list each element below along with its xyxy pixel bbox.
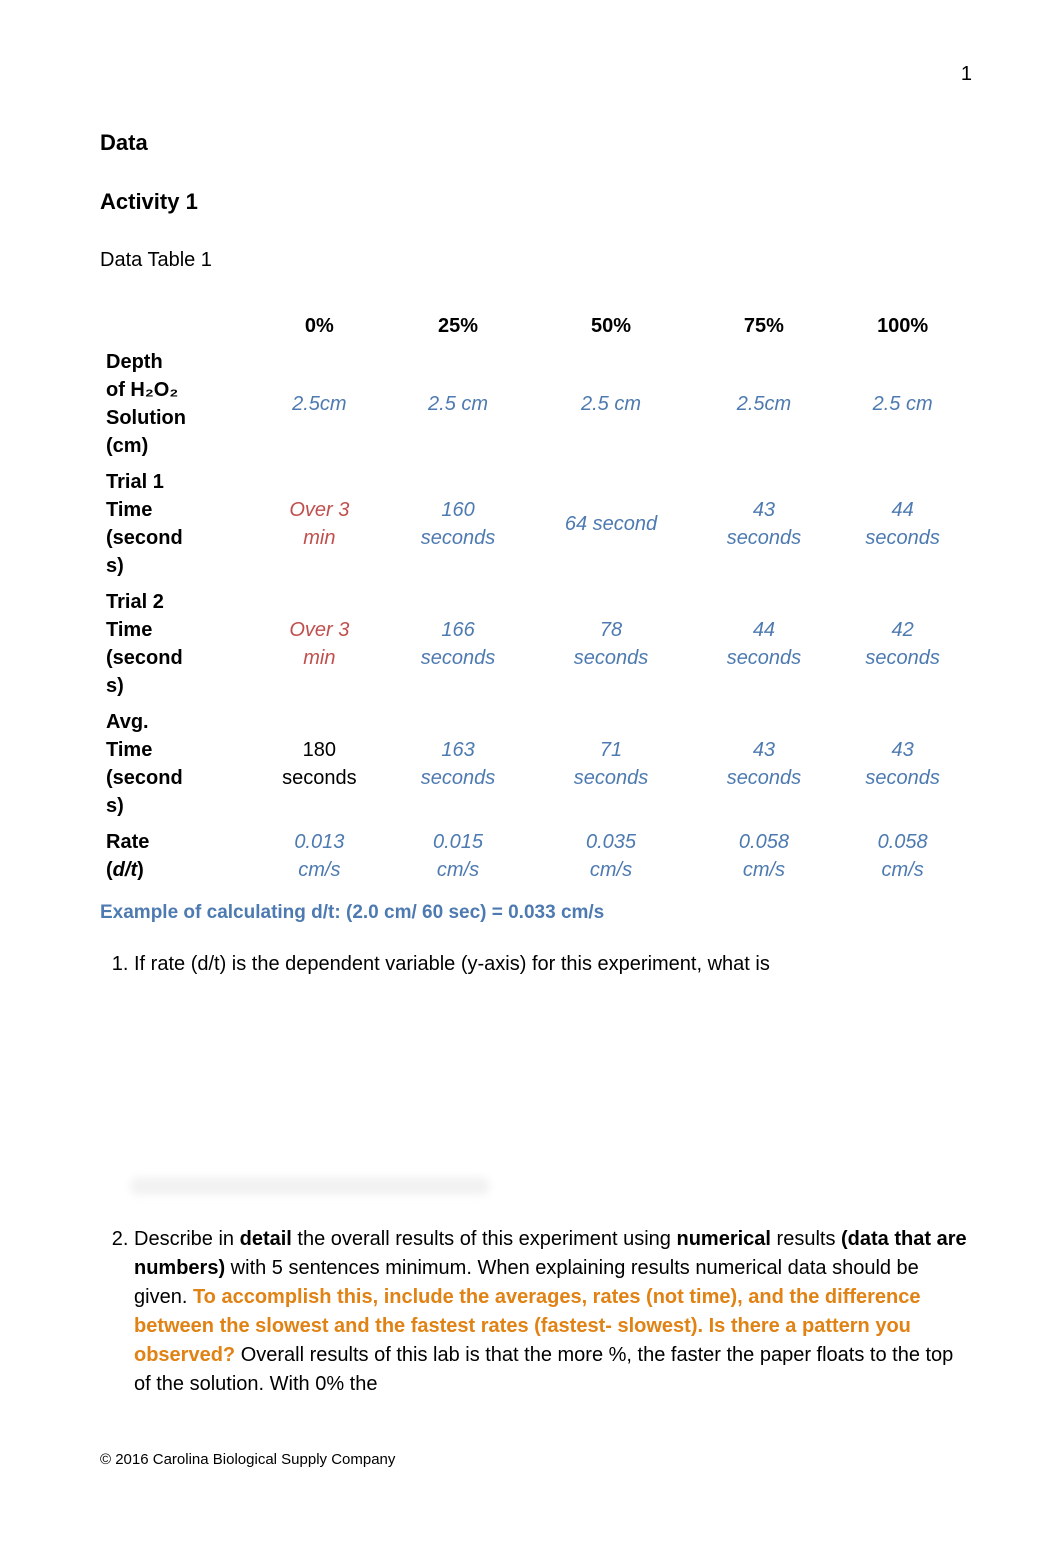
copyright-footer: © 2016 Carolina Biological Supply Compan…: [100, 1449, 972, 1470]
row-label: Depthof H₂O₂Solution(cm): [100, 344, 250, 464]
table-cell: 44seconds: [695, 584, 834, 704]
q2-p2: the overall results of this experiment u…: [292, 1228, 677, 1250]
table-cell: 2.5cm: [695, 344, 834, 464]
table-cell: 64 second: [527, 464, 694, 584]
table-cell: 43seconds: [695, 464, 834, 584]
table-row: Trial 2Time(seconds)Over 3min166seconds7…: [100, 584, 972, 704]
question-list-2: Describe in detail the overall results o…: [100, 1225, 972, 1399]
example-calc: Example of calculating d/t: (2.0 cm/ 60 …: [100, 900, 972, 927]
table-cell: 2.5 cm: [527, 344, 694, 464]
vertical-gap: [100, 997, 972, 1177]
table-cell: 78seconds: [527, 584, 694, 704]
table-cell: 163seconds: [389, 704, 528, 824]
question-list: If rate (d/t) is the dependent variable …: [100, 950, 972, 979]
page-number: 1: [100, 60, 972, 88]
table-cell: 2.5cm: [250, 344, 389, 464]
table-cell: 166seconds: [389, 584, 528, 704]
col-50: 50%: [527, 308, 694, 344]
table-cell: 2.5 cm: [833, 344, 972, 464]
q2-b1: detail: [240, 1228, 292, 1250]
table-cell: 180seconds: [250, 704, 389, 824]
heading-data: Data: [100, 128, 972, 159]
table-cell: Over 3min: [250, 464, 389, 584]
question-2: Describe in detail the overall results o…: [134, 1225, 972, 1399]
row-label: Avg.Time(seconds): [100, 704, 250, 824]
blur-decoration: [130, 1177, 490, 1195]
heading-activity: Activity 1: [100, 187, 972, 218]
table-cell: 0.035cm/s: [527, 824, 694, 888]
col-blank: [100, 308, 250, 344]
q2-p1: Describe in: [134, 1228, 240, 1250]
table-cell: 0.013cm/s: [250, 824, 389, 888]
data-table-1: 0% 25% 50% 75% 100% Depthof H₂O₂Solution…: [100, 308, 972, 888]
q2-b2: numerical: [677, 1228, 771, 1250]
table-cell: 2.5 cm: [389, 344, 528, 464]
table-cell: 160seconds: [389, 464, 528, 584]
table-cell: 44seconds: [833, 464, 972, 584]
table-row: Avg.Time(seconds)180seconds163seconds71s…: [100, 704, 972, 824]
table-cell: 43seconds: [833, 704, 972, 824]
table-cell: 0.058cm/s: [695, 824, 834, 888]
table-cell: 43seconds: [695, 704, 834, 824]
question-1: If rate (d/t) is the dependent variable …: [134, 950, 972, 979]
table-caption: Data Table 1: [100, 246, 972, 274]
table-cell: Over 3min: [250, 584, 389, 704]
table-cell: 42seconds: [833, 584, 972, 704]
table-row: Rate(d/t)0.013cm/s0.015cm/s0.035cm/s0.05…: [100, 824, 972, 888]
table-cell: 0.015cm/s: [389, 824, 528, 888]
col-100: 100%: [833, 308, 972, 344]
row-label: Rate(d/t): [100, 824, 250, 888]
q2-p3: results: [771, 1228, 841, 1250]
col-0: 0%: [250, 308, 389, 344]
table-row: Depthof H₂O₂Solution(cm)2.5cm2.5 cm2.5 c…: [100, 344, 972, 464]
table-row: Trial 1Time(seconds)Over 3min160seconds6…: [100, 464, 972, 584]
q2-p5: Overall results of this lab is that the …: [134, 1344, 953, 1395]
row-label: Trial 2Time(seconds): [100, 584, 250, 704]
row-label: Trial 1Time(seconds): [100, 464, 250, 584]
table-cell: 0.058cm/s: [833, 824, 972, 888]
col-25: 25%: [389, 308, 528, 344]
table-cell: 71seconds: [527, 704, 694, 824]
col-75: 75%: [695, 308, 834, 344]
